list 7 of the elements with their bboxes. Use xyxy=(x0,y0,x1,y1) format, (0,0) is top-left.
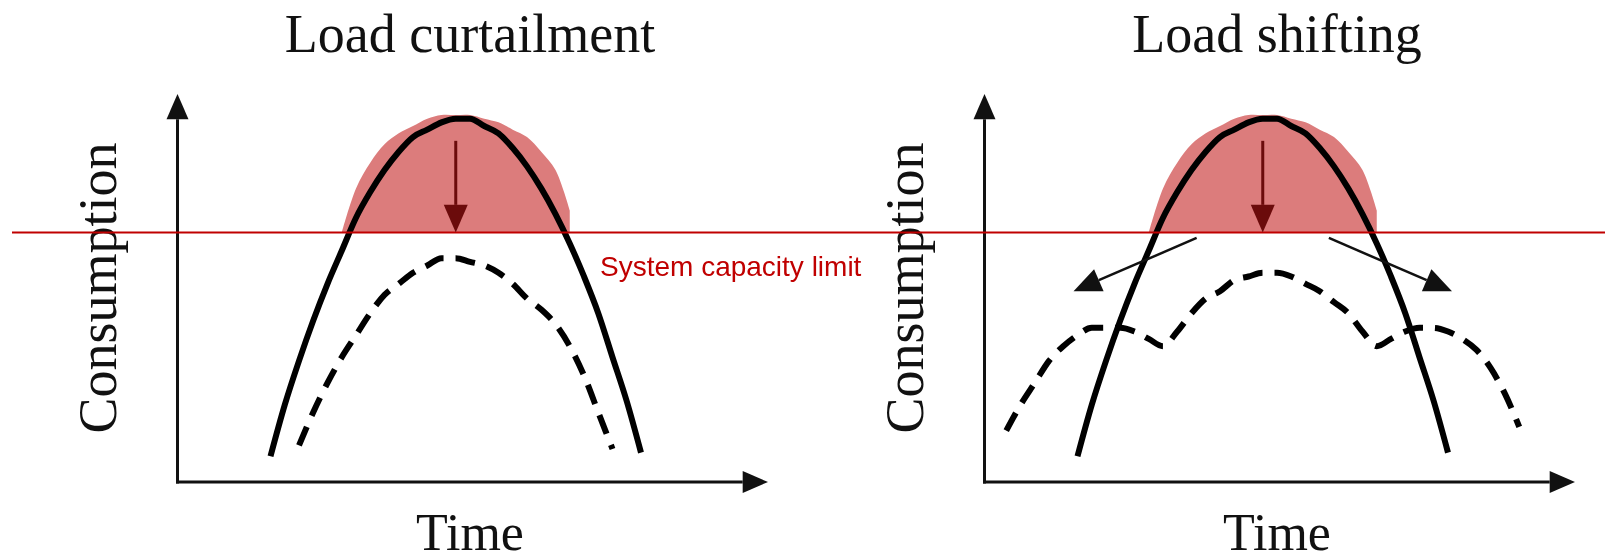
y-axis-title: Consumption xyxy=(875,142,935,434)
ref-line-label: System capacity limit xyxy=(600,251,862,283)
chart-title: Load shifting xyxy=(1132,4,1422,64)
chart-title: Load curtailment xyxy=(284,4,656,64)
y-axis-title: Consumption xyxy=(68,142,128,434)
x-axis-title: Time xyxy=(1223,504,1331,557)
x-axis-title: Time xyxy=(416,504,524,557)
